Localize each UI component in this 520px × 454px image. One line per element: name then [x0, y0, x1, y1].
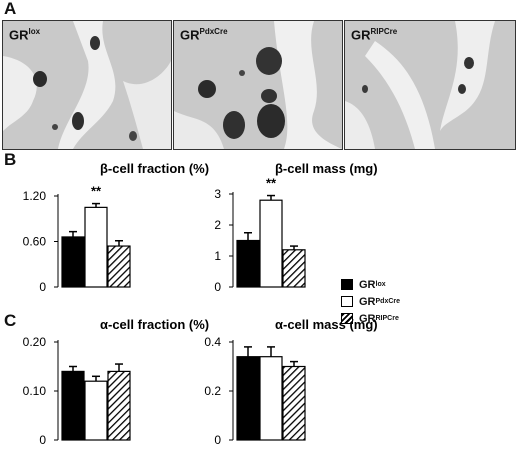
y-tick-label: 0 [214, 280, 221, 294]
legend-item-grlox: GR lox [341, 276, 400, 293]
bar-grlox [61, 370, 85, 441]
legend-item-grpdxcre: GR PdxCre [341, 293, 400, 310]
legend-swatch-black [341, 279, 353, 290]
bar-grpdxcre [259, 199, 283, 288]
micrograph-label: GRRIPCre [351, 27, 398, 43]
y-tick-label: 0 [39, 433, 46, 447]
bar-gripcre [107, 245, 131, 288]
micrograph-grpdxcre: GRPdxCre [173, 20, 343, 150]
bar-grlox [236, 356, 260, 441]
legend-swatch-white [341, 296, 353, 307]
legend-swatch-hatched [341, 313, 353, 324]
micrograph-image [345, 21, 495, 149]
y-tick-label: 2 [214, 218, 221, 232]
panel-label-a: A [4, 0, 17, 18]
bar-gripcre [282, 249, 306, 288]
y-tick-label: 0.60 [23, 235, 47, 249]
bar-grlox [236, 239, 260, 288]
y-tick-label: 0 [39, 280, 46, 294]
significance-marker: ** [266, 176, 277, 191]
micrograph-image [3, 21, 171, 149]
significance-marker: ** [91, 184, 102, 199]
y-tick-label: 0.2 [204, 384, 221, 398]
y-tick-label: 3 [214, 187, 221, 201]
legend-item-gripcre: GR RIPCre [341, 310, 400, 327]
y-tick-label: 0.10 [23, 384, 47, 398]
bar-grpdxcre [84, 380, 108, 441]
micrograph-label: GRlox [9, 27, 41, 43]
micrograph-gripcre: GRRIPCre [344, 20, 516, 150]
chart-title: β-cell fraction (%) [100, 161, 209, 176]
micrograph-label: GRPdxCre [180, 27, 228, 43]
y-tick-label: 0.4 [204, 335, 221, 349]
y-tick-label: 0 [214, 433, 221, 447]
bar-grpdxcre [259, 356, 283, 441]
panel-label-c: C [4, 311, 17, 330]
bar-grpdxcre [84, 206, 108, 288]
micrograph-image [174, 21, 342, 149]
chart-title: β-cell mass (mg) [275, 161, 378, 176]
bar-gripcre [107, 370, 131, 441]
bar-grlox [61, 236, 85, 288]
panel-label-b: B [4, 150, 17, 169]
legend: GR lox GR PdxCre GR RIPCre [341, 276, 400, 327]
y-tick-label: 0.20 [23, 335, 47, 349]
chart-title: α-cell fraction (%) [100, 317, 209, 332]
bar-gripcre [282, 365, 306, 441]
micrograph-grlox: GRlox [2, 20, 172, 150]
y-tick-label: 1 [214, 249, 221, 263]
y-tick-label: 1.20 [23, 189, 47, 203]
